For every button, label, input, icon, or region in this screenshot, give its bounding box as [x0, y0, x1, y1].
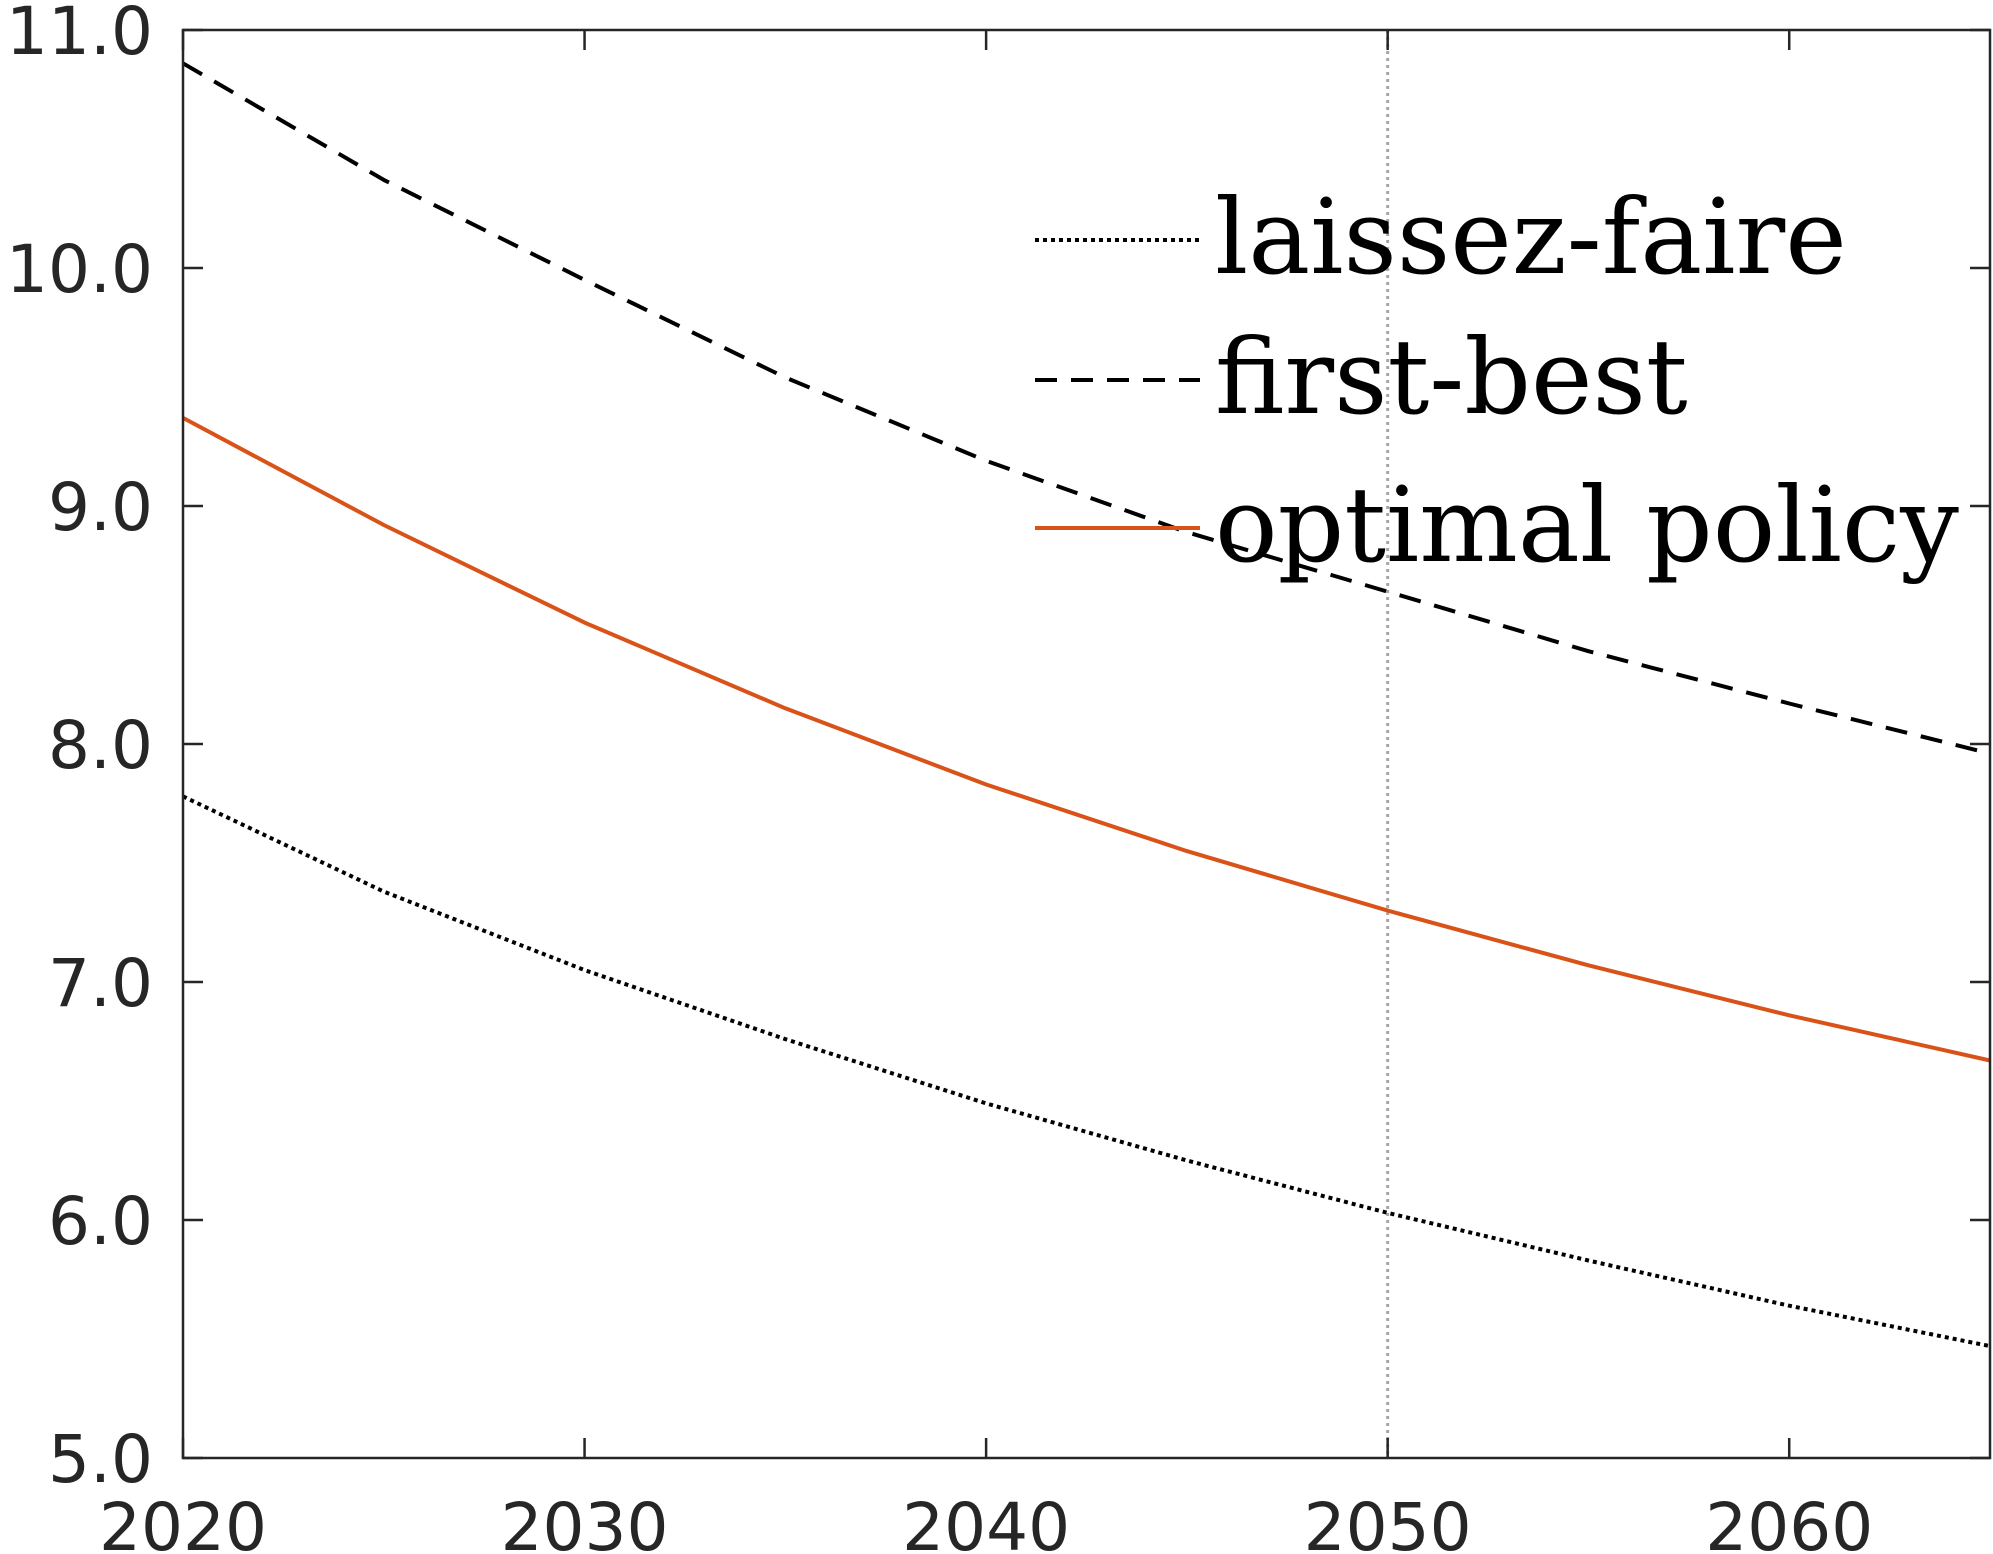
y-tick-label: 10.0 [6, 231, 153, 308]
legend-label-first-best: first-best [1215, 316, 1688, 438]
legend: laissez-faire first-best optimal policy [1035, 176, 1959, 586]
series-line-first-best [181, 61, 1991, 756]
y-tick-label: 5.0 [48, 1421, 153, 1498]
y-tick-label: 9.0 [48, 469, 153, 546]
x-tick-label: 2040 [902, 1489, 1070, 1554]
series-line-optimal-policy [182, 416, 1991, 1063]
legend-label-optimal-policy: optimal policy [1215, 464, 1959, 586]
x-tick-label: 2050 [1304, 1489, 1472, 1554]
x-tick-label: 2020 [99, 1489, 267, 1554]
y-tick-label: 7.0 [48, 945, 153, 1022]
series-line-laissez-faire [182, 794, 1991, 1349]
y-tick-label: 8.0 [48, 707, 153, 784]
axes-layer [181, 28, 1992, 1460]
x-tick-label: 2060 [1705, 1489, 1873, 1554]
tick-layer: 2020 2030 2040 2050 2060 5.0 6.0 7.0 8.0 9.0 10.0 1… [6, 0, 1873, 1554]
legend-label-laissez-faire: laissez-faire [1215, 176, 1847, 298]
y-tick-label: 6.0 [48, 1183, 153, 1260]
x-tick-label: 2030 [501, 1489, 669, 1554]
series-layer [181, 61, 1991, 1349]
y-tick-label: 11.0 [6, 0, 153, 70]
